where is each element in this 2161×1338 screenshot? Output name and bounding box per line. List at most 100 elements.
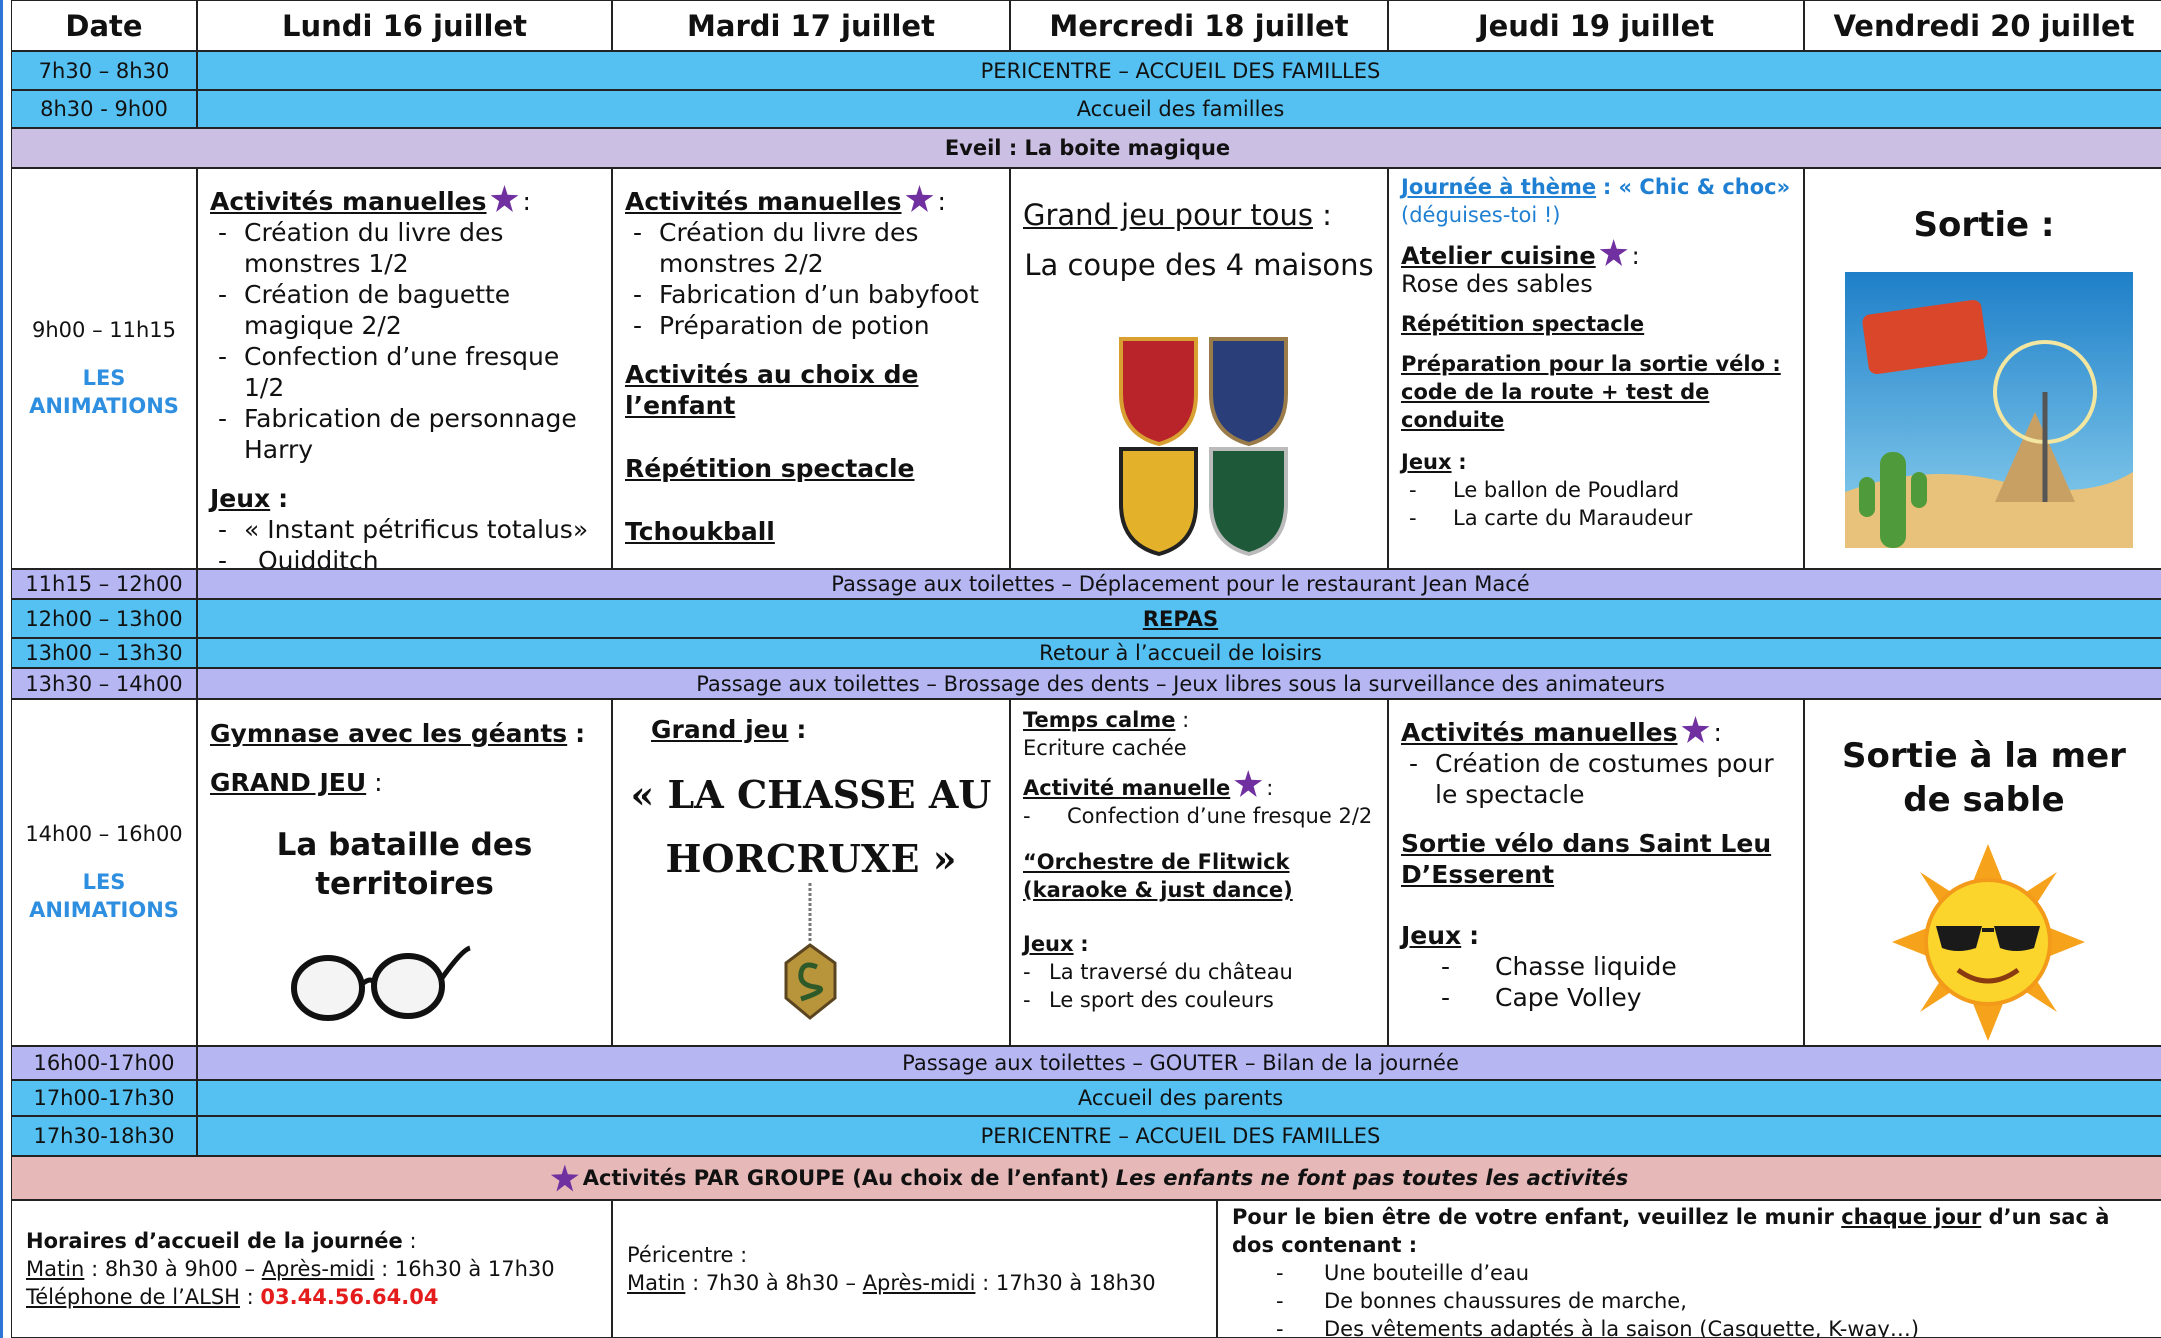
activity-cell: Sortie à la mer de sable	[1804, 699, 2161, 1046]
header-day: Lundi 16 juillet	[197, 0, 612, 51]
heading: Activités manuelles	[1401, 718, 1678, 747]
band-text: REPAS	[197, 599, 2161, 638]
activity-cell: Grand jeu pour tous : La coupe des 4 mai…	[1010, 168, 1388, 569]
pendant-image	[784, 883, 837, 1020]
header-day: Mercredi 18 juillet	[1010, 0, 1388, 51]
list-item: Confection d’une fresque 2/2	[1023, 802, 1375, 830]
animations-label: LES ANIMATIONS	[29, 365, 179, 418]
list-item: Des vêtements adaptés à la saison (Casqu…	[1276, 1315, 2149, 1337]
band-text: PERICENTRE – ACCUEIL DES FAMILLES	[197, 1116, 2161, 1156]
footer-text: : 16h30 à 17h30	[381, 1257, 555, 1281]
sun-image	[1892, 844, 2085, 1041]
heading: Jeux	[1401, 921, 1462, 950]
heading: Atelier cuisine	[1401, 242, 1596, 270]
heading: “Orchestre de Flitwick (karaoke & just d…	[1023, 850, 1293, 902]
header-day: Mardi 17 juillet	[612, 0, 1010, 51]
heading: Activités manuelles	[210, 187, 487, 216]
footer-title: Péricentre :	[627, 1243, 748, 1267]
time-cell: 14h00 – 16h00 LES ANIMATIONS	[11, 699, 197, 1046]
sep: :	[575, 719, 586, 748]
list-item: Confection d’une fresque 1/2	[218, 341, 599, 403]
sep: :	[1469, 921, 1480, 950]
sep: :	[1322, 198, 1332, 232]
list: Confection d’une fresque 2/2	[1023, 802, 1375, 830]
heading: Journée à thème	[1401, 175, 1597, 199]
footer-title: Horaires d’accueil de la journée	[26, 1229, 403, 1253]
footer-text: Pour le bien être de votre enfant, veuil…	[1232, 1205, 1834, 1229]
activity-cell: Activités manuelles: Création de costume…	[1388, 699, 1804, 1046]
list-item: Fabrication de personnage Harry	[218, 403, 599, 465]
theme-note: (déguises-toi !)	[1401, 203, 1561, 227]
list-item: De bonnes chaussures de marche,	[1276, 1287, 2149, 1315]
legend-note: Les enfants ne font pas toutes les activ…	[1115, 1166, 1629, 1190]
list: Le ballon de Poudlard La carte du Maraud…	[1401, 476, 1791, 532]
footer-label: Matin	[627, 1271, 686, 1295]
heading: Jeux	[210, 484, 271, 513]
band-text: PERICENTRE – ACCUEIL DES FAMILLES	[197, 51, 2161, 90]
house-crests	[1119, 337, 1288, 557]
activity-cell: Grand jeu : « LA CHASSE AU HORCRUXE »	[612, 699, 1010, 1046]
heading: Grand jeu pour tous	[1023, 198, 1313, 232]
text: Rose des sables	[1401, 270, 1593, 298]
heading: Répétition spectacle	[625, 454, 915, 483]
list-item: Cape Volley	[1441, 982, 1791, 1013]
theme-text: : « Chic & choc»	[1602, 175, 1791, 199]
list-item: Une bouteille d’eau	[1276, 1259, 2149, 1287]
meal: REPAS	[1142, 606, 1219, 631]
sep: :	[1182, 708, 1190, 732]
time-cell: 17h00-17h30	[11, 1080, 197, 1116]
legend-row: Activités PAR GROUPE (Au choix de l’enfa…	[11, 1156, 2161, 1200]
list-item: Préparation de potion	[633, 310, 997, 341]
outing-title: Sortie :	[1913, 205, 2055, 245]
list-item: La traversé du château	[1023, 958, 1375, 986]
list-item: La carte du Maraudeur	[1409, 504, 1791, 532]
heading: Temps calme	[1023, 708, 1176, 732]
sep: :	[1631, 242, 1640, 270]
time-text: 9h00 – 11h15	[32, 317, 176, 342]
heading: Activité manuelle	[1023, 776, 1231, 800]
list-item: Chasse liquide	[1441, 951, 1791, 982]
heading: GRAND JEU	[210, 768, 367, 797]
sep: :	[374, 768, 383, 797]
heading: Tchoukball	[625, 517, 775, 546]
footer-text: : 8h30 à 9h00 –	[91, 1257, 255, 1281]
time-cell: 13h30 – 14h00	[11, 668, 197, 699]
glasses-image	[291, 945, 471, 1021]
activity-cell: Gymnase avec les géants : GRAND JEU : La…	[197, 699, 612, 1046]
list-item: Création du livre des monstres 2/2	[633, 217, 997, 279]
star-icon	[490, 185, 519, 212]
footer-label: Matin	[26, 1257, 85, 1281]
list: Chasse liquide Cape Volley	[1401, 951, 1791, 1013]
sep: :	[246, 1285, 254, 1309]
footer-text: d’un sac à dos contenant :	[1232, 1205, 2110, 1257]
activity-cell: Sortie :	[1804, 168, 2161, 569]
footer-label: Après-midi	[261, 1257, 375, 1281]
list-item: Le ballon de Poudlard	[1409, 476, 1791, 504]
list: Création de costumes pour le spectacle	[1401, 748, 1791, 810]
list-item: Création du livre des monstres 1/2	[218, 217, 599, 279]
header-date: Date	[11, 0, 197, 51]
animations-label: LES ANIMATIONS	[29, 869, 179, 922]
time-cell: 9h00 – 11h15 LES ANIMATIONS	[11, 168, 197, 569]
star-icon	[1599, 239, 1628, 266]
footer-text: : 17h30 à 18h30	[982, 1271, 1156, 1295]
time-cell: 13h00 – 13h30	[11, 638, 197, 668]
header-day: Jeudi 19 juillet	[1388, 0, 1804, 51]
heading: Jeux	[1023, 932, 1074, 956]
time-cell: 8h30 - 9h00	[11, 90, 197, 128]
sep: :	[1266, 776, 1274, 800]
time-cell: 12h00 – 13h00	[11, 599, 197, 638]
sep: :	[409, 1229, 417, 1253]
band-text: Passage aux toilettes – GOUTER – Bilan d…	[197, 1046, 2161, 1080]
sep: :	[278, 484, 289, 513]
text: La coupe des 4 maisons	[1024, 248, 1374, 282]
sep: :	[522, 187, 531, 216]
text: Ecriture cachée	[1023, 736, 1187, 760]
game-title: « LA CHASSE AU HORCRUXE »	[630, 772, 992, 881]
sep: :	[796, 715, 807, 744]
heading: Activités manuelles	[625, 187, 902, 216]
sep: :	[1080, 932, 1089, 956]
band-text: Accueil des familles	[197, 90, 2161, 128]
list: Création du livre des monstres 1/2 Créat…	[210, 217, 599, 465]
